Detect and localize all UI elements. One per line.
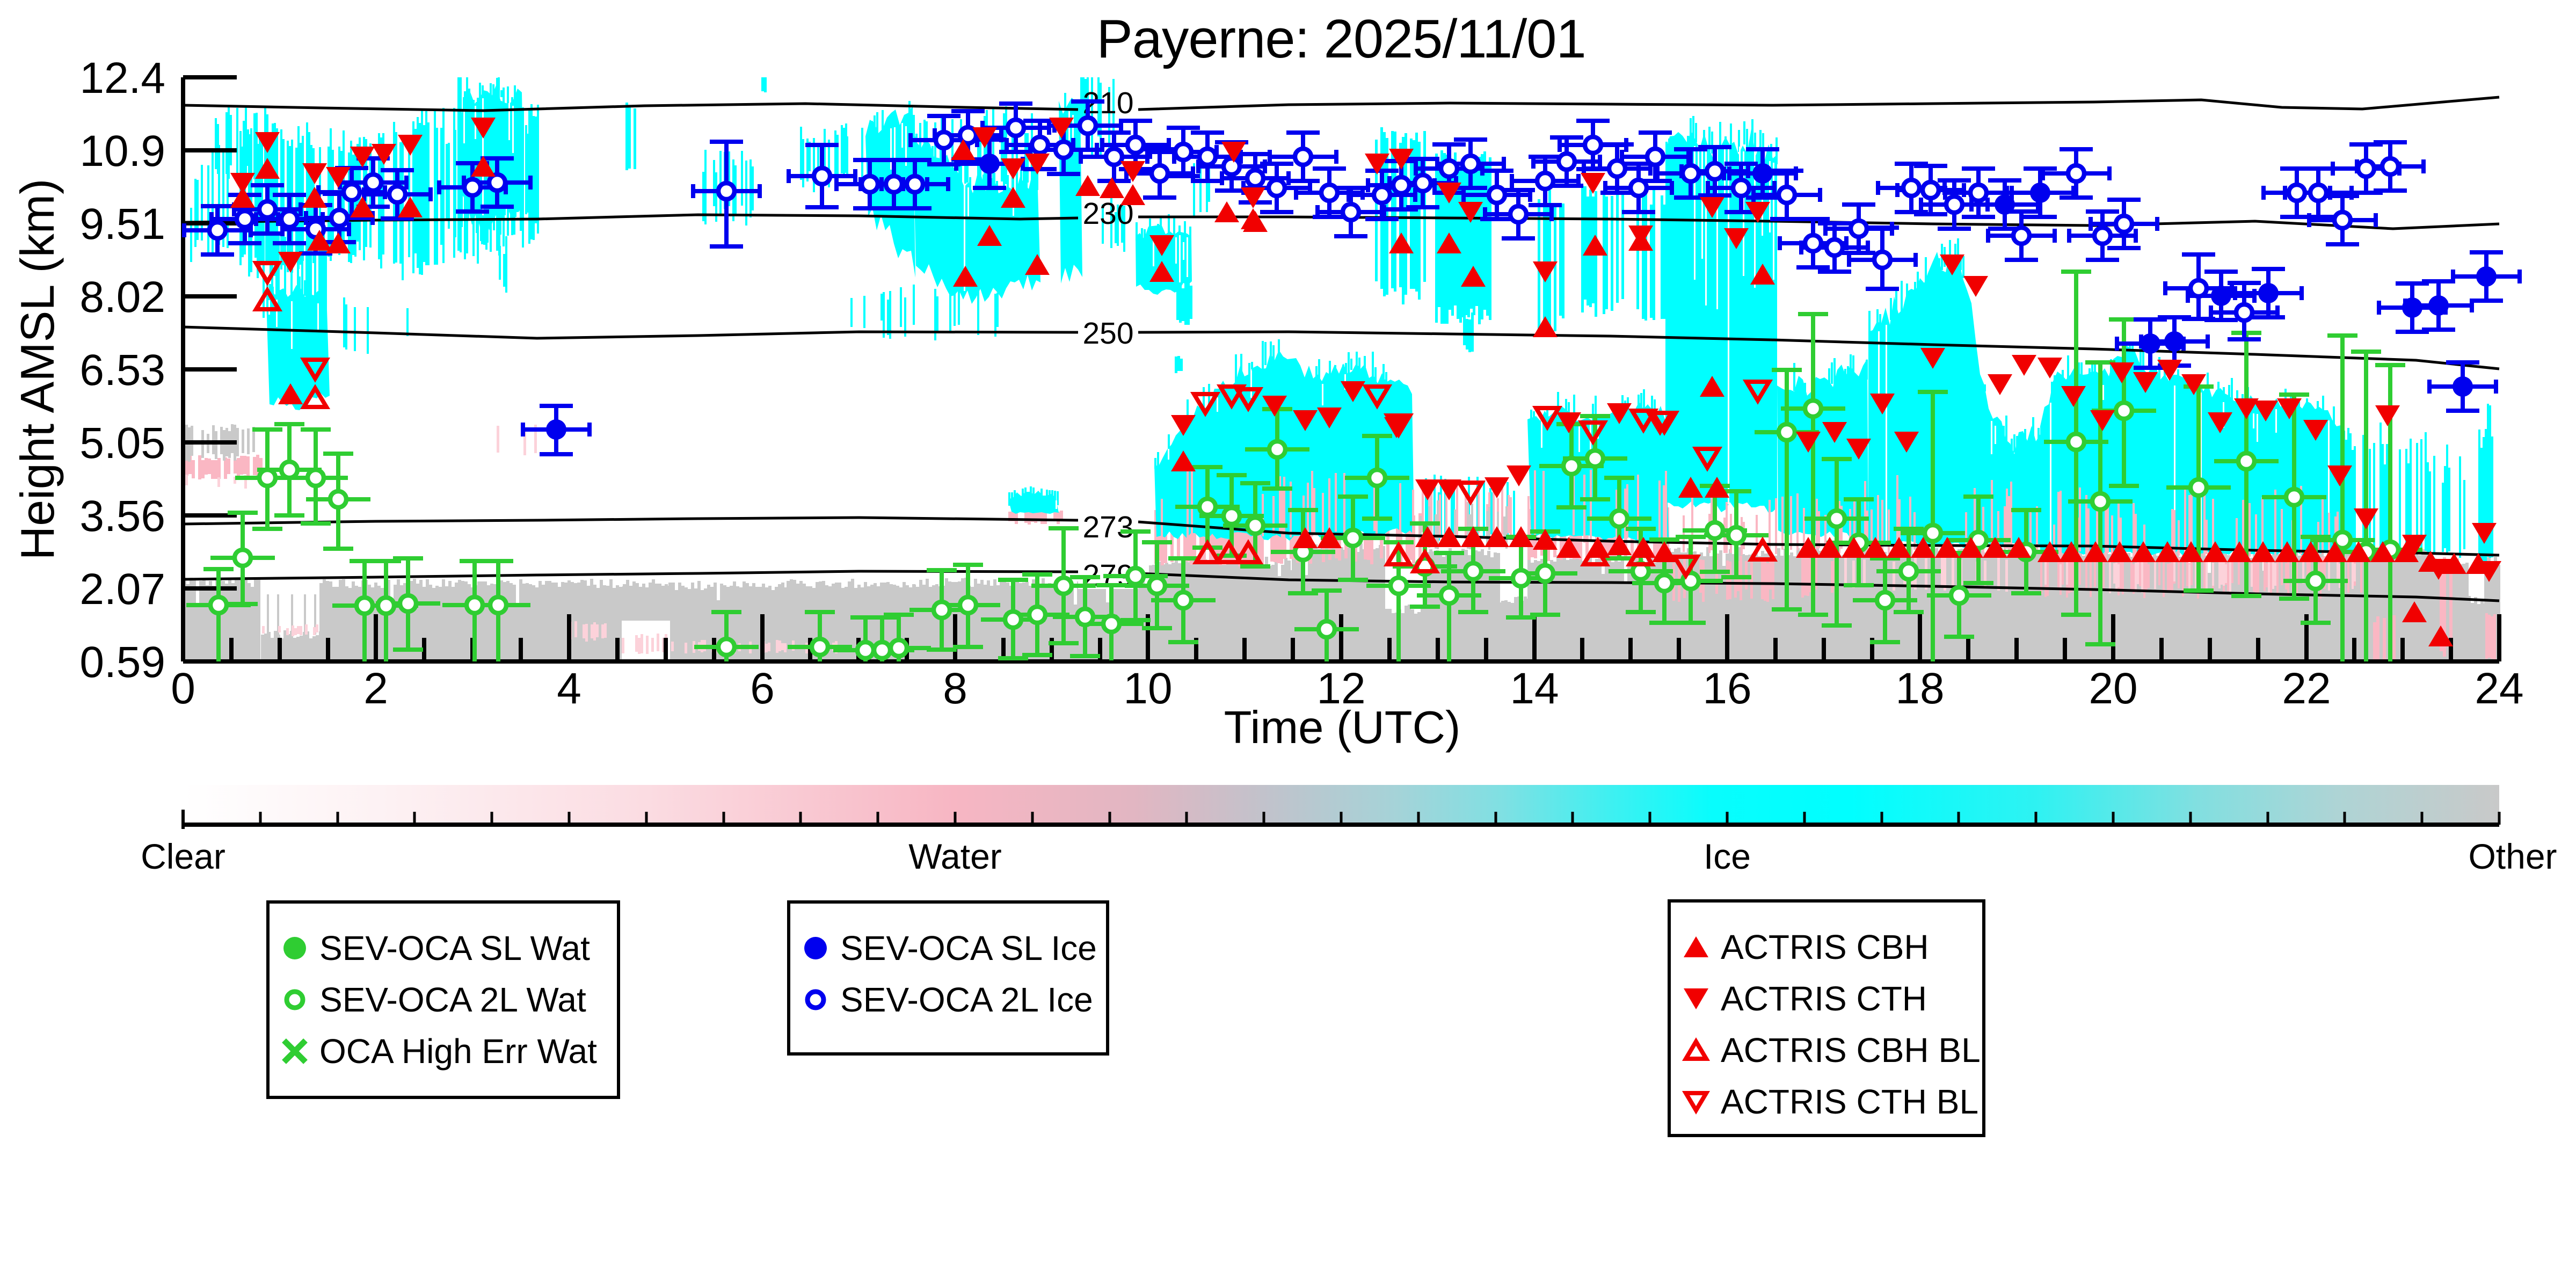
svg-text:20: 20 (2089, 664, 2137, 713)
svg-text:6: 6 (750, 664, 775, 713)
svg-text:14: 14 (1510, 664, 1559, 713)
svg-text:2.07: 2.07 (79, 565, 165, 614)
svg-text:22: 22 (2282, 664, 2331, 713)
svg-text:12.4: 12.4 (79, 54, 165, 103)
svg-text:ACTRIS CBH BL: ACTRIS CBH BL (1721, 1031, 1981, 1069)
svg-text:250: 250 (1082, 316, 1133, 351)
svg-text:Clear: Clear (141, 836, 225, 876)
svg-text:ACTRIS CTH: ACTRIS CTH (1721, 979, 1927, 1018)
svg-text:SEV-OCA SL Wat: SEV-OCA SL Wat (319, 929, 590, 967)
svg-text:OCA High Err Wat: OCA High Err Wat (319, 1032, 597, 1071)
svg-text:Height AMSL (km): Height AMSL (km) (11, 179, 64, 561)
svg-text:SEV-OCA 2L Wat: SEV-OCA 2L Wat (319, 980, 586, 1019)
svg-text:10: 10 (1123, 664, 1172, 713)
svg-text:24: 24 (2475, 664, 2523, 713)
svg-text:16: 16 (1702, 664, 1751, 713)
svg-text:Water: Water (908, 836, 1002, 876)
svg-text:Payerne: 2025/11/01: Payerne: 2025/11/01 (1096, 9, 1585, 69)
svg-text:SEV-OCA SL Ice: SEV-OCA SL Ice (840, 929, 1097, 967)
svg-text:3.56: 3.56 (79, 492, 165, 541)
svg-text:2: 2 (363, 664, 388, 713)
svg-text:5.05: 5.05 (79, 419, 165, 468)
svg-text:0: 0 (171, 664, 195, 713)
svg-text:12: 12 (1316, 664, 1365, 713)
svg-text:Time (UTC): Time (UTC) (1224, 702, 1461, 753)
svg-text:10.9: 10.9 (79, 127, 165, 176)
svg-text:6.53: 6.53 (79, 346, 165, 395)
svg-text:Other: Other (2468, 836, 2557, 876)
svg-text:ACTRIS CBH: ACTRIS CBH (1721, 928, 1929, 966)
svg-text:0.59: 0.59 (79, 638, 165, 687)
svg-text:4: 4 (557, 664, 581, 713)
svg-text:273: 273 (1082, 510, 1133, 544)
svg-text:8: 8 (943, 664, 967, 713)
svg-text:SEV-OCA 2L Ice: SEV-OCA 2L Ice (840, 980, 1093, 1019)
svg-text:Ice: Ice (1704, 836, 1751, 876)
svg-text:18: 18 (1895, 664, 1944, 713)
svg-text:ACTRIS CTH BL: ACTRIS CTH BL (1721, 1082, 1978, 1121)
svg-text:8.02: 8.02 (79, 273, 165, 322)
svg-text:9.51: 9.51 (79, 200, 165, 249)
